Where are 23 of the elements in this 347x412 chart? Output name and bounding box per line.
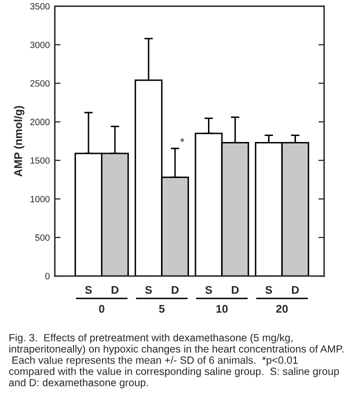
x-tick-label: 20 (276, 304, 288, 313)
x-tick-label: 0 (99, 304, 104, 313)
y-tick-label: 3000 (30, 42, 50, 48)
y-tick-label: 1000 (30, 196, 50, 202)
annotation: * (180, 138, 184, 142)
x-tick-label: 5 (159, 305, 165, 313)
series-label: D (112, 286, 118, 294)
series-label: S (85, 286, 92, 294)
text: D (172, 286, 179, 294)
y-tick-label: 3500 (30, 3, 50, 10)
text: S (205, 286, 212, 294)
text: S (145, 286, 152, 294)
caption: Fig. 3. Effects of pretreatment with dexamethasone (5 mg/kg, intraperitoneally) on hypoxic changes in the heart concentrations of AMP. Each value represents the mean +/- SD of 6 animals. *p<0.01 compared with the value in corresponding saline group. S: saline group and D: dexamethasone group. (9, 334, 344, 388)
y-tick-label: 500 (35, 234, 50, 241)
y-tick-label: 2000 (30, 118, 50, 126)
y-axis-title: AMP (nmol/g) (14, 106, 24, 177)
text: D (232, 286, 239, 294)
y-tick-label: 1500 (30, 157, 50, 164)
x-tick-label: 10 (216, 304, 228, 313)
text: D (292, 286, 299, 294)
y-tick-label: 2500 (30, 80, 50, 87)
text: S (265, 286, 272, 294)
y-tick-label: 0 (45, 273, 50, 280)
